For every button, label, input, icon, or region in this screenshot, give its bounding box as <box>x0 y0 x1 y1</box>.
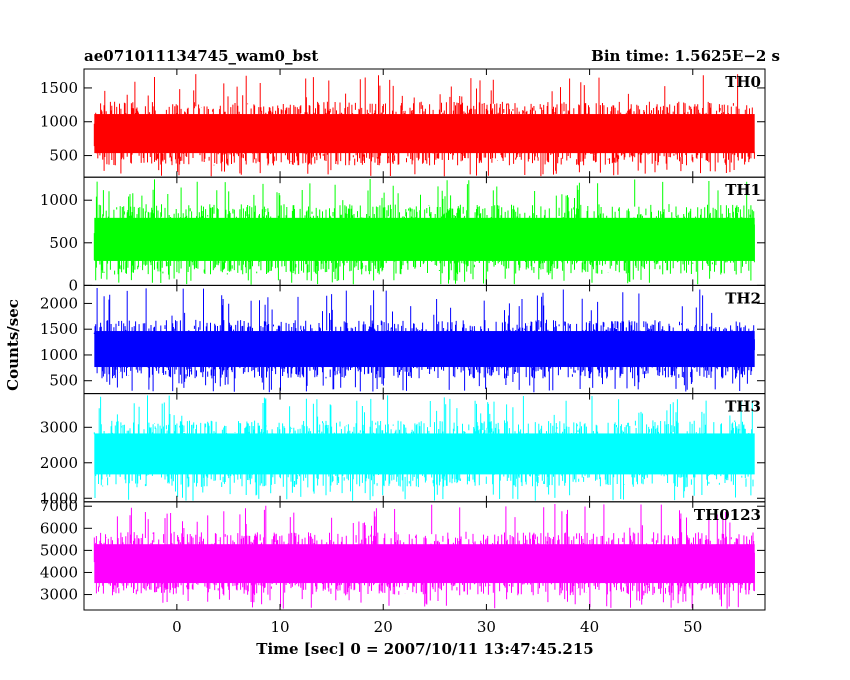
x-tick-label: 0 <box>172 618 182 636</box>
panel-label-th2: TH2 <box>725 289 761 307</box>
y-tick-label: 1000 <box>40 489 78 507</box>
y-tick-label: 3000 <box>40 418 78 436</box>
series-th3-core <box>94 433 755 475</box>
figure-title: ae071011134745_wam0_bst <box>84 47 318 65</box>
y-tick-label: 500 <box>49 234 78 252</box>
series-th0-core <box>94 114 755 154</box>
x-tick-label: 40 <box>580 618 599 636</box>
y-tick-label: 500 <box>49 372 78 390</box>
panel-label-th0123: TH0123 <box>694 506 761 524</box>
series-th2-core <box>94 331 755 368</box>
panel-th3: 1000 2000 3000 TH3 <box>40 393 766 507</box>
y-tick-label: 1000 <box>40 346 78 364</box>
panel-label-th0: TH0 <box>725 73 761 91</box>
y-tick-label: 5000 <box>40 541 78 559</box>
x-tick-label: 10 <box>270 618 289 636</box>
panel-th0123: 3000 4000 5000 6000 7000 TH0123 <box>40 497 766 611</box>
y-tick-label: 2000 <box>40 454 78 472</box>
x-axis-label: Time [sec] 0 = 2007/10/11 13:47:45.215 <box>256 640 593 658</box>
y-tick-label: 1000 <box>40 113 78 131</box>
panel-th1: 0 500 1000 TH1 <box>40 176 766 294</box>
y-tick-label: 1500 <box>40 320 78 338</box>
y-tick-label: 2000 <box>40 294 78 312</box>
panel-label-th1: TH1 <box>725 181 761 199</box>
panel-label-th3: TH3 <box>725 398 761 416</box>
y-tick-label: 1000 <box>40 191 78 209</box>
y-tick-label: 3000 <box>40 586 78 604</box>
y-tick-label: 7000 <box>40 497 78 515</box>
y-axis-label: Counts/sec <box>4 299 22 391</box>
panel-frame <box>83 501 766 611</box>
panels-group: 500 1000 1500 TH0 0 500 1000 TH1 500 1000 1500 2000… <box>40 68 766 611</box>
x-tick-label: 50 <box>683 618 702 636</box>
y-tick-label: 4000 <box>40 563 78 581</box>
series-th0123-core <box>94 544 755 584</box>
x-tick-label: 20 <box>374 618 393 636</box>
y-tick-label: 6000 <box>40 519 78 537</box>
y-tick-label: 0 <box>68 276 78 294</box>
panel-th0: 500 1000 1500 TH0 <box>40 68 766 178</box>
x-axis: 0 10 20 30 40 50 <box>172 618 702 636</box>
series-th1-core <box>94 217 755 261</box>
y-tick-label: 1500 <box>40 79 78 97</box>
panel-th2: 500 1000 1500 2000 TH2 <box>40 284 766 395</box>
y-tick-label: 500 <box>49 147 78 165</box>
x-tick-label: 30 <box>477 618 496 636</box>
bin-time-label: Bin time: 1.5625E−2 s <box>591 47 780 65</box>
